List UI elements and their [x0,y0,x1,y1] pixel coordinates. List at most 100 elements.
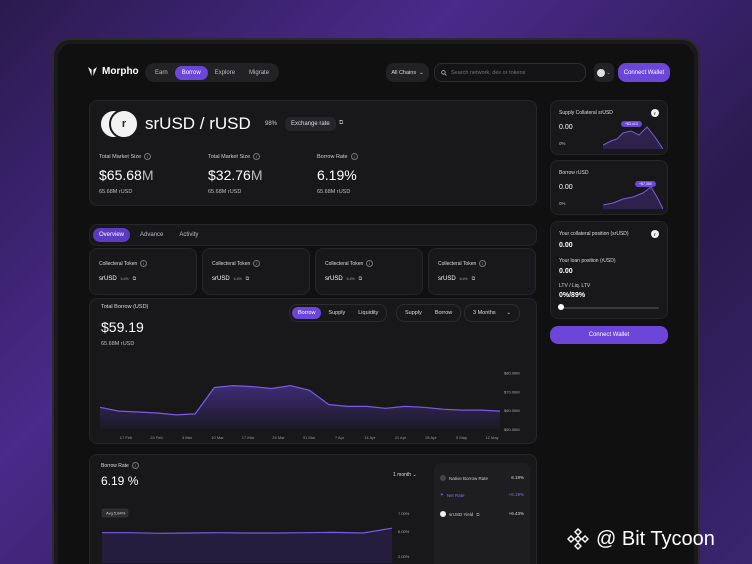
collateral-title: Collecteral Token [325,260,364,267]
copy-icon[interactable]: ⧉ [245,276,250,282]
collateral-card[interactable]: Collecteral Token i srUSD 6.4% ⧉ [315,248,423,295]
copy-icon[interactable]: ⧉ [471,276,476,282]
toggle-borrow-2[interactable]: Borrow [434,310,453,316]
info-icon[interactable]: i [253,153,261,160]
collateral-title: Collecteral Token [212,260,251,267]
collateral-token: srUSD [438,276,456,282]
chevron-down-icon: ⌄ [506,310,511,316]
info-icon[interactable]: i [350,153,358,160]
toggle-liquidity[interactable]: Liquidity [358,310,379,316]
toggle-supply-2[interactable]: Supply [405,310,422,316]
tab-explore[interactable]: Explore [214,69,236,76]
logo[interactable]: Morpho [88,66,139,77]
collateral-card[interactable]: Collecteral Token i srUSD 6.4% ⧉ [428,248,536,295]
rusd-token-icon: r [109,109,139,139]
ltv-label: LTV / Liq. LTV [559,283,591,289]
stat-total-market-size-2: Total Market Size i $32.76M 65.68M rUSD [208,153,263,195]
x-tick-label: 5 May [456,435,467,440]
stat-sub: 65.68M rUSD [208,189,242,195]
info-icon[interactable]: i [479,260,487,267]
borrow-label: Borrow rUSD [559,170,589,176]
srusd-token-icon [440,511,446,517]
y-tick-label: $60.00M [504,408,520,413]
tab-borrow[interactable]: Borrow [174,65,208,80]
rate-row: ✦ Net Rate [440,492,465,498]
sparkle-icon: ✦ [440,492,444,497]
rate-row-name: srUSD Yield [449,511,474,517]
exchange-rate-button[interactable]: Exchange rate [285,117,336,131]
pair-logo: r r [99,109,139,139]
period-dropdown[interactable]: 3 Months ⌄ [464,304,520,322]
stat-borrow-rate: Borrow Rate i 6.19% 65.68M rUSD [317,153,358,195]
y-tick-label: $80.00M [504,370,520,375]
x-tick-label: 17 Feb [120,435,133,440]
stat-total-market-size: Total Market Size i $65.68M 65.68M rUSD [99,153,154,195]
borrow-line [99,384,501,416]
copy-icon[interactable]: ⧉ [358,276,363,282]
market-header-card: r r srUSD / rUSD 98% Exchange rate ⧉ Tot… [89,100,537,206]
total-borrow-value: $59.19 [101,319,144,335]
rate-dot-icon [440,475,446,481]
connect-wallet-button[interactable]: Connect Wallet [618,63,670,82]
tab-migrate[interactable]: Migrate [249,69,270,76]
tab-overview[interactable]: Overview [93,228,131,242]
connect-wallet-button-side[interactable]: Connect Wallet [550,326,668,344]
slider-handle[interactable] [558,304,564,310]
x-tick-label: 12 May [485,435,498,440]
stat-label: Total Market Size [208,153,251,160]
search-input[interactable] [451,69,581,76]
x-tick-label: 10 Mar [211,435,224,440]
x-tick-label: 17 Mar [242,435,255,440]
top-nav: Morpho Earn Borrow Explore Migrate All C… [58,44,694,98]
rate-row-value: 6.19% [511,475,524,480]
rate-row-name: Net Rate [446,492,465,498]
collateral-title: Collecteral Token [99,260,138,267]
watermark: @ Bit Tycoon [566,527,715,551]
copy-icon[interactable]: ⧉ [132,276,137,282]
period-label: 3 Months [473,310,496,316]
x-tick-label: 28 Apr [425,435,437,440]
tab-earn[interactable]: Earn [155,69,168,76]
stat-value: 6.19% [317,167,357,183]
collateral-position-value: 0.00 [559,242,573,249]
toggle-borrow[interactable]: Borrow [292,307,322,319]
collateral-card[interactable]: Collecteral Token i srUSD 6.4% ⧉ [89,248,197,295]
logo-text: Morpho [102,66,139,77]
copy-icon[interactable]: ⧉ [476,511,480,517]
ltv-value: 0%/89% [559,292,586,299]
borrow-rate-card: Borrow Rate i 6.19 % 1 month ⌄ Avg 5.84% 7… [89,454,537,564]
search-box[interactable] [434,63,586,82]
copy-icon[interactable]: ⧉ [339,120,344,126]
info-icon[interactable]: i [140,260,148,267]
borrow-badge: +$7,350 [635,181,656,187]
tab-advance[interactable]: Advance [140,232,164,238]
total-borrow-card: Total Borrow (USD) $59.19 65.68M rUSD Bo… [89,298,537,444]
account-menu-button[interactable]: ⌄ [594,63,614,82]
supply-collateral-card: Supply Collateral srUSD r 0.00 0% +$3,41… [550,100,668,155]
supply-percent: 0% [559,141,566,146]
chevron-down-icon: ⌄ [606,69,611,76]
srusd-token-icon: r [651,109,659,117]
collateral-card[interactable]: Collecteral Token i srUSD 6.4% ⧉ [202,248,310,295]
x-tick-label: 31 Mar [303,435,316,440]
info-icon[interactable]: i [253,260,261,267]
toggle-supply[interactable]: Supply [328,310,346,316]
tab-activity[interactable]: Activity [179,232,199,238]
total-borrow-chart: $80.00M $70.00M $60.00M $50.00M 17 Feb 24 Feb… [99,370,520,440]
rate-period-dropdown[interactable]: 1 month ⌄ [393,472,417,478]
stat-label: Total Market Size [99,153,142,160]
collateral-title: Collecteral Token [438,260,477,267]
info-icon[interactable]: i [131,462,139,469]
info-icon[interactable]: i [144,153,152,160]
morpho-logo-icon [88,67,97,76]
rate-value: 6.19 % [101,474,139,488]
borrow-area [100,385,500,429]
metric-toggle: Borrow Supply Liquidity [289,304,388,322]
info-icon[interactable]: i [366,260,374,267]
stat-value: $32.76 [208,167,251,183]
ltv-slider[interactable] [558,304,659,310]
loan-position-value: 0.00 [559,268,573,275]
chain-selector[interactable]: All Chains ⌄ [386,63,429,82]
collateral-pct: 6.4% [120,277,129,281]
borrow-rate-chart: Avg 5.84% 7.00% 6.00% 2.00% [101,508,410,563]
